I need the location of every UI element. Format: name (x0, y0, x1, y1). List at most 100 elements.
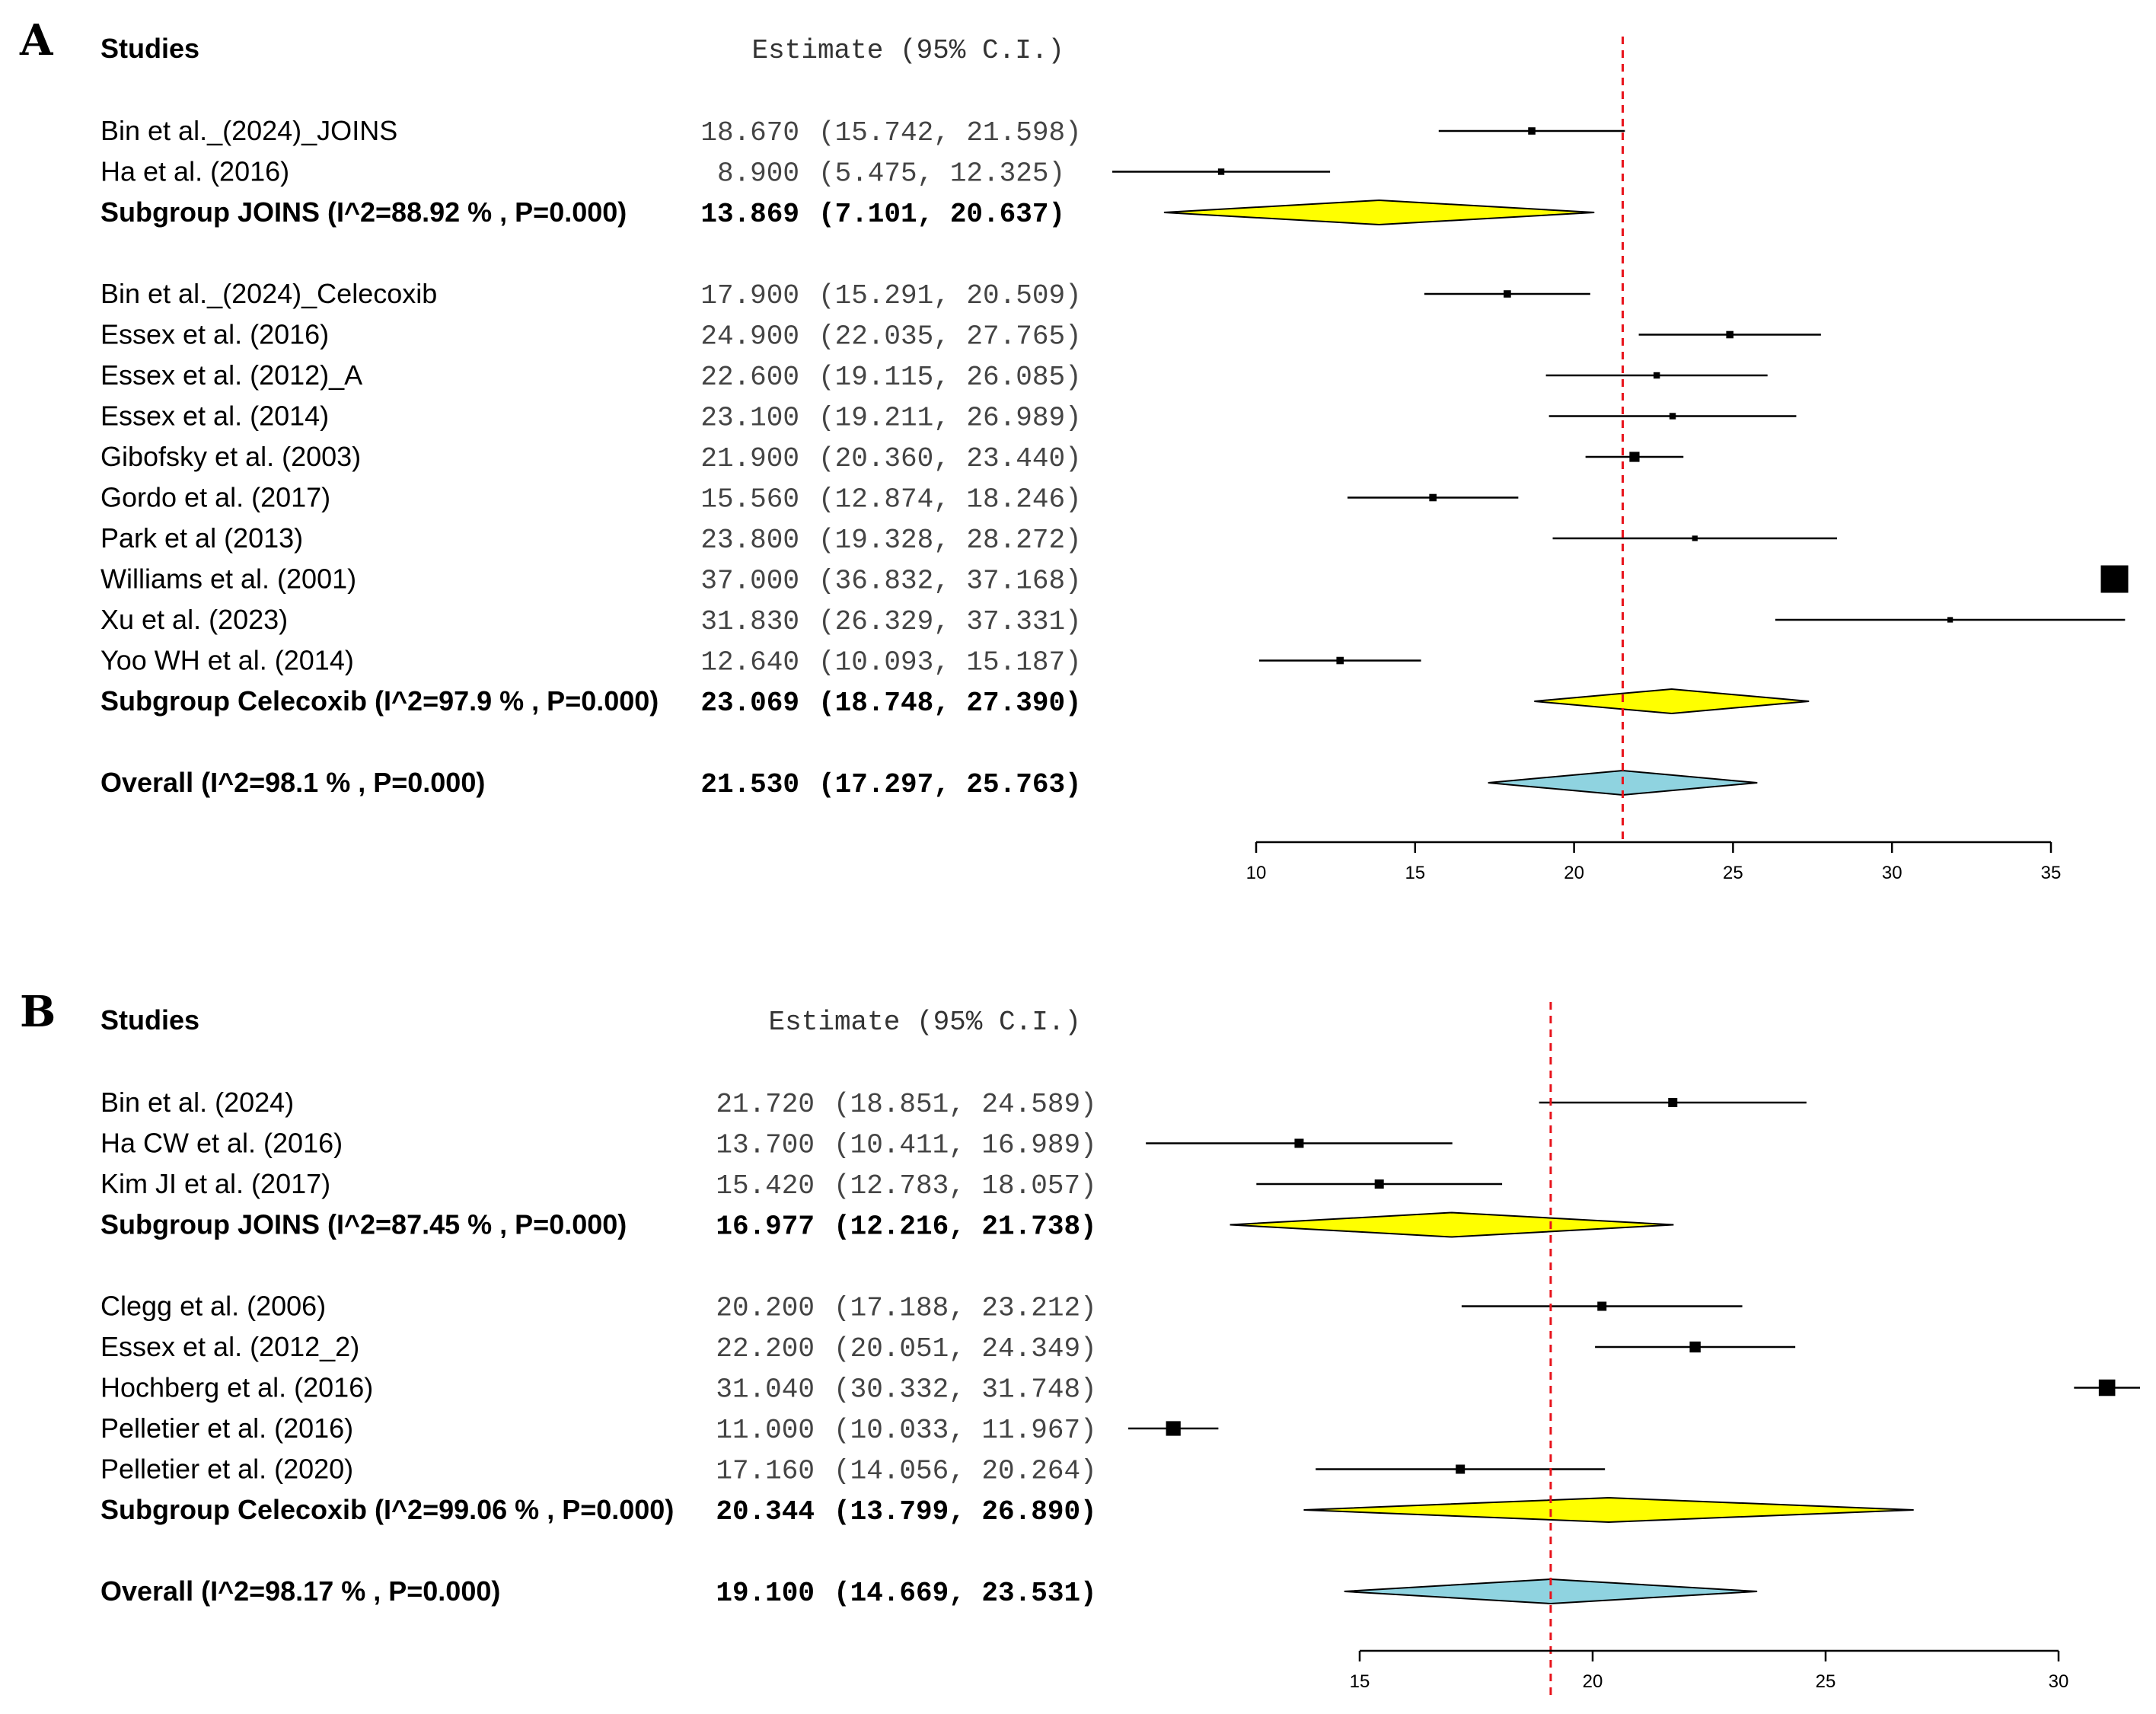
estimate-value: 19.100 (716, 1578, 815, 1609)
subgroup-row: Subgroup Celecoxib (I^2=97.9 % , P=0.000… (100, 685, 1810, 719)
estimate-header: Estimate (95% C.I.) (752, 35, 1064, 66)
study-row: Essex et al. (2016) 24.900 (22.035, 27.765… (100, 319, 1821, 353)
forest-panel-A: A Studies Estimate (95% C.I.) Bin et al._(2… (19, 15, 2129, 883)
ci-value: (10.093, 15.187) (818, 647, 1082, 678)
ci-value: (17.297, 25.763) (818, 769, 1082, 800)
study-row: Pelletier et al. (2016) 11.000 (10.033, 11… (100, 1412, 1219, 1446)
point-estimate-square (1629, 452, 1640, 462)
estimate-value: 15.420 (716, 1170, 815, 1202)
x-tick-label: 20 (1583, 1671, 1603, 1692)
estimate-value: 17.160 (716, 1456, 815, 1487)
point-estimate-square (1504, 290, 1511, 298)
study-row: Essex et al. (2012_2) 22.200 (20.051, 24.3… (100, 1331, 1796, 1364)
point-estimate-square (1528, 127, 1536, 135)
ci-value: (10.033, 11.967) (834, 1415, 1097, 1446)
panel-label: B (20, 987, 56, 1037)
study-row: Kim JI et al. (2017) 15.420 (12.783, 18.05… (100, 1168, 1503, 1202)
study-row: Bin et al._(2024)_Celecoxib 17.900 (15.291… (100, 278, 1590, 311)
point-estimate-square (2098, 1379, 2116, 1396)
study-row: Gibofsky et al. (2003) 21.900 (20.360, 23.… (100, 441, 1684, 474)
study-label: Essex et al. (2016) (100, 319, 329, 350)
study-label: Park et al (2013) (100, 522, 303, 554)
overall-label: Overall (I^2=98.17 % , P=0.000) (100, 1575, 500, 1607)
study-row: Bin et al._(2024)_JOINS 18.670 (15.742, 21… (100, 115, 1625, 148)
estimate-value: 16.977 (716, 1211, 815, 1243)
study-label: Gordo et al. (2017) (100, 482, 330, 513)
study-label: Kim JI et al. (2017) (100, 1168, 330, 1199)
x-axis: 10 15 20 25 30 35 (1246, 841, 2062, 883)
study-row: Hochberg et al. (2016) 31.040 (30.332, 31.… (100, 1372, 2140, 1406)
estimate-value: 22.600 (700, 362, 799, 393)
point-estimate-square (1668, 1098, 1678, 1107)
study-row: Xu et al. (2023) 31.830 (26.329, 37.331) (100, 604, 2126, 637)
study-row: Ha et al. (2016) 8.900 (5.475, 12.325) (100, 156, 1331, 190)
x-tick-label: 30 (2049, 1671, 2069, 1692)
point-estimate-square (1166, 1421, 1181, 1436)
ci-value: (19.115, 26.085) (818, 362, 1082, 393)
ci-value: (15.742, 21.598) (818, 117, 1082, 148)
point-estimate-square (1217, 168, 1225, 175)
estimate-value: 23.069 (700, 688, 799, 719)
ci-value: (10.411, 16.989) (834, 1130, 1097, 1161)
studies-header: Studies (100, 33, 199, 64)
estimate-value: 22.200 (716, 1333, 815, 1364)
point-estimate-square (1294, 1138, 1304, 1148)
x-tick-label: 20 (1564, 863, 1584, 883)
study-row: Yoo WH et al. (2014) 12.640 (10.093, 15.18… (100, 645, 1421, 678)
subgroup-label: Subgroup Celecoxib (I^2=99.06 % , P=0.00… (100, 1494, 674, 1525)
x-axis: 15 20 25 30 (1350, 1649, 2069, 1692)
study-label: Hochberg et al. (2016) (100, 1372, 373, 1403)
study-row: Clegg et al. (2006) 20.200 (17.188, 23.212… (100, 1291, 1743, 1324)
x-tick-label: 10 (1246, 863, 1267, 883)
forest-panel-B: B Studies Estimate (95% C.I.) Bin et al. (2… (20, 987, 2140, 1698)
study-row: Pelletier et al. (2020) 17.160 (14.056, 20… (100, 1454, 1606, 1487)
panel-label: A (19, 15, 54, 65)
estimate-value: 15.560 (700, 484, 799, 515)
study-label: Xu et al. (2023) (100, 604, 288, 635)
point-estimate-square (1689, 1341, 1701, 1353)
study-row: Ha CW et al. (2016) 13.700 (10.411, 16.989… (100, 1128, 1453, 1161)
study-label: Bin et al. (2024) (100, 1087, 294, 1118)
estimate-value: 31.040 (716, 1374, 815, 1406)
subgroup-diamond (1534, 688, 1810, 715)
ci-value: (12.874, 18.246) (818, 484, 1082, 515)
subgroup-label: Subgroup Celecoxib (I^2=97.9 % , P=0.000… (100, 685, 659, 717)
point-estimate-square (1692, 535, 1698, 541)
point-estimate-square (1597, 1301, 1607, 1311)
point-estimate-square (1726, 330, 1734, 339)
study-label: Williams et al. (2001) (100, 563, 356, 595)
ci-value: (15.291, 20.509) (818, 280, 1082, 311)
estimate-value: 12.640 (700, 647, 799, 678)
point-estimate-square (1336, 656, 1344, 665)
ci-value: (12.216, 21.738) (834, 1211, 1097, 1243)
overall-row: Overall (I^2=98.1 % , P=0.000) 21.530 (17.… (100, 767, 1758, 800)
ci-value: (18.748, 27.390) (818, 688, 1082, 719)
point-estimate-square (1456, 1464, 1466, 1474)
point-estimate-square (1429, 493, 1437, 502)
x-tick-label: 35 (2041, 863, 2062, 883)
estimate-header: Estimate (95% C.I.) (769, 1007, 1081, 1038)
estimate-value: 21.530 (700, 769, 799, 800)
study-row: Essex et al. (2014) 23.100 (19.211, 26.989… (100, 401, 1797, 434)
study-label: Clegg et al. (2006) (100, 1291, 326, 1322)
ci-value: (36.832, 37.168) (818, 566, 1082, 597)
study-label: Essex et al. (2014) (100, 401, 329, 432)
subgroup-diamond (1303, 1496, 1914, 1524)
study-row: Park et al (2013) 23.800 (19.328, 28.272) (100, 522, 1838, 556)
estimate-value: 17.900 (700, 280, 799, 311)
estimate-value: 11.000 (716, 1415, 815, 1446)
ci-value: (5.475, 12.325) (818, 158, 1065, 190)
subgroup-diamond (1163, 199, 1595, 226)
ci-value: (20.051, 24.349) (834, 1333, 1097, 1364)
study-row: Bin et al. (2024) 21.720 (18.851, 24.589) (100, 1087, 1807, 1120)
estimate-value: 37.000 (700, 566, 799, 597)
study-label: Essex et al. (2012_2) (100, 1331, 359, 1362)
estimate-value: 21.720 (716, 1089, 815, 1120)
estimate-value: 13.869 (700, 199, 799, 230)
ci-value: (12.783, 18.057) (834, 1170, 1097, 1202)
study-label: Essex et al. (2012)_A (100, 359, 362, 391)
point-estimate-square (2100, 565, 2129, 593)
point-estimate-square (1669, 413, 1676, 420)
estimate-value: 24.900 (700, 321, 799, 353)
